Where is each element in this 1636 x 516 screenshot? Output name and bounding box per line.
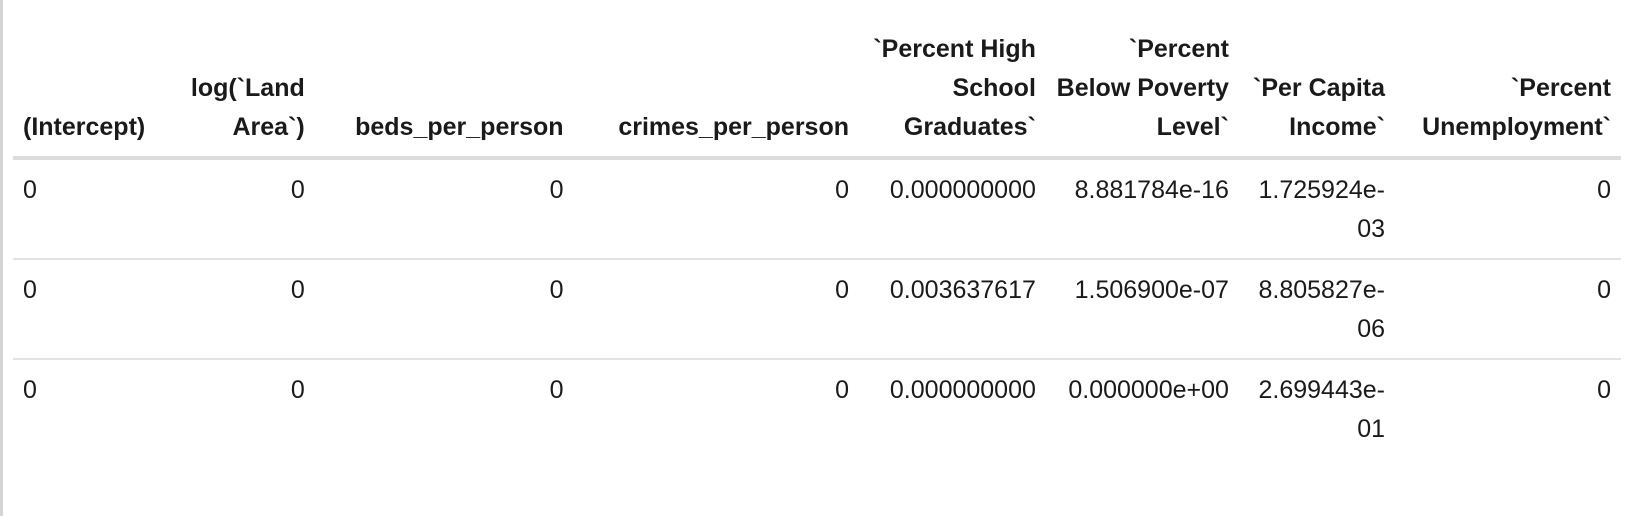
cell-percent-below-poverty-level: 8.881784e-16: [1045, 158, 1239, 260]
cell-crimes-per-person: 0: [835, 376, 849, 404]
cell-intercept: 0: [23, 376, 37, 404]
header-beds-per-person: beds_per_person: [314, 30, 574, 160]
header-row: (Intercept) log(`Land Area`) beds_per_pe…: [13, 30, 1621, 160]
header-log-land-area: log(`Land Area`): [177, 30, 315, 160]
table-row: 0 0 0 0 0.003637617 1.506900e-07 8.80582…: [13, 259, 1621, 360]
cell-percent-below-poverty-level: 1.506900e-07: [1045, 259, 1239, 360]
cell-percent-unemployment: 0: [1395, 158, 1621, 260]
cell-log-land-area: 0: [177, 158, 315, 260]
header-per-capita-income: `Per Capita Income`: [1238, 30, 1396, 160]
table-body: 0 0 0 0 0.000000000 8.881784e-16 1.72592…: [13, 158, 1621, 458]
header-crimes-per-person: crimes_per_person: [573, 30, 859, 160]
cell-crimes-per-person: 0: [573, 259, 859, 360]
cell-percent-high-school-graduates: 0.003637617: [859, 259, 1046, 360]
cell-per-capita-income: 1.725924e- 03: [1238, 158, 1396, 260]
cell-intercept: 0: [13, 158, 178, 260]
cell-log-land-area: 0: [290, 376, 305, 404]
header-intercept: (Intercept): [13, 30, 178, 160]
cell-crimes-per-person: 0: [573, 158, 859, 260]
cell-log-land-area: 0: [177, 259, 315, 360]
cell-per-capita-income: 2.699443e- 01: [1258, 376, 1386, 443]
cell-percent-high-school-graduates: 0.000000000: [859, 158, 1046, 260]
header-percent-unemployment: `Percent Unemployment`: [1395, 30, 1621, 160]
results-table: (Intercept) log(`Land Area`) beds_per_pe…: [13, 30, 1621, 458]
cell-percent-high-school-graduates: 0.000000000: [889, 376, 1036, 404]
cell-percent-unemployment: 0: [1395, 259, 1621, 360]
table-header: (Intercept) log(`Land Area`) beds_per_pe…: [13, 30, 1621, 160]
cell-per-capita-income: 8.805827e- 06: [1238, 259, 1396, 360]
cell-percent-below-poverty-level: 0.000000e+00: [1068, 376, 1229, 404]
cell-beds-per-person: 0: [549, 376, 564, 404]
table-row: 0 0 0 0 0.000000000 0.000000e+00 2.69944…: [13, 359, 1621, 458]
header-percent-below-poverty-level: `Percent Below Poverty Level`: [1045, 30, 1239, 160]
cell-percent-unemployment: 0: [1597, 376, 1611, 404]
left-border: [0, 0, 3, 516]
cell-beds-per-person: 0: [314, 158, 574, 260]
cell-beds-per-person: 0: [314, 259, 574, 360]
cell-intercept: 0: [13, 259, 178, 360]
header-percent-high-school-graduates: `Percent High School Graduates`: [859, 30, 1046, 160]
table-row: 0 0 0 0 0.000000000 8.881784e-16 1.72592…: [13, 158, 1621, 260]
